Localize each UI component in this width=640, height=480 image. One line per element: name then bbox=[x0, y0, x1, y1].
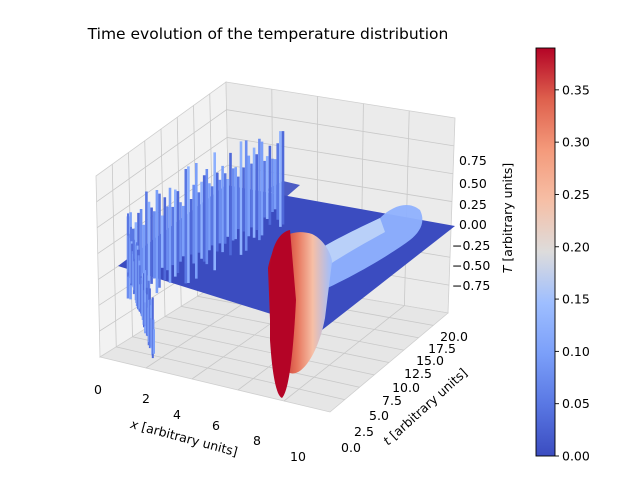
x-axis-label: x [arbitrary units] bbox=[128, 416, 239, 459]
grid-line-z bbox=[96, 109, 455, 203]
colorbar-ticks: 0.00 0.05 0.10 0.15 0.20 0.25 0.30 0.35 bbox=[555, 82, 590, 464]
surface bbox=[118, 131, 455, 398]
colorbar-tick-label: 0.30 bbox=[562, 135, 590, 150]
z-tick-label: 0.25 bbox=[459, 197, 487, 212]
y-tick-label: 0.0 bbox=[341, 440, 361, 455]
y-tick-label: 15.0 bbox=[416, 353, 444, 368]
x-tick-label: 8 bbox=[253, 433, 261, 448]
z-tick-label: 0.75 bbox=[459, 153, 487, 168]
grid-line-t bbox=[176, 117, 404, 351]
chart-title: Time evolution of the temperature distri… bbox=[87, 25, 449, 43]
colorbar: 0.00 0.05 0.10 0.15 0.20 0.25 0.30 0.35 bbox=[535, 47, 590, 464]
colorbar-tick-label: 0.00 bbox=[562, 449, 590, 464]
y-tick-label: 17.5 bbox=[428, 341, 456, 356]
surface-hot-core bbox=[270, 230, 296, 398]
surface-ridge-tail bbox=[300, 204, 423, 300]
y-tick-label: 2.5 bbox=[354, 424, 374, 439]
y-tick-label: 5.0 bbox=[369, 408, 389, 423]
grid-line-x bbox=[283, 110, 410, 402]
z-axis-label: T [arbitrary units] bbox=[500, 163, 515, 274]
x-tick-label: 6 bbox=[212, 418, 220, 433]
z-tick-label: −0.75 bbox=[452, 278, 490, 293]
colorbar-tick-label: 0.25 bbox=[562, 187, 590, 202]
y-tick-label: 12.5 bbox=[404, 366, 432, 381]
x-tick-label: 4 bbox=[173, 407, 181, 422]
colorbar-tick-label: 0.35 bbox=[562, 82, 590, 97]
colorbar-tick-label: 0.05 bbox=[562, 396, 590, 411]
y-tick-label: 10.0 bbox=[392, 380, 420, 395]
z-axis-ticks: 0.75 0.50 0.25 0.00 −0.25 −0.50 −0.75 bbox=[452, 153, 490, 293]
x-tick-label: 2 bbox=[142, 391, 150, 406]
colorbar-tick-label: 0.10 bbox=[562, 344, 590, 359]
z-tick-label: −0.50 bbox=[452, 258, 490, 273]
grid-line-t bbox=[111, 164, 345, 401]
colorbar-tick-label: 0.20 bbox=[562, 239, 590, 254]
x-tick-label: 0 bbox=[94, 382, 102, 397]
colorbar-tick-label: 0.15 bbox=[562, 292, 590, 307]
x-axis-ticks: 0 2 4 6 8 10 bbox=[94, 382, 306, 464]
z-tick-label: 0.00 bbox=[459, 217, 487, 232]
y-axis-ticks: 0.0 2.5 5.0 7.5 10.0 12.5 15.0 17.5 20.0 bbox=[341, 329, 468, 455]
y-tick-label: 7.5 bbox=[382, 393, 402, 408]
z-tick-label: 0.50 bbox=[459, 176, 487, 191]
grid-line-t bbox=[193, 105, 419, 339]
oscillation-spikes bbox=[126, 131, 285, 359]
x-tick-label: 10 bbox=[290, 449, 306, 464]
colorbar-gradient bbox=[535, 47, 556, 457]
grid-line-z bbox=[96, 137, 454, 229]
z-tick-label: −0.25 bbox=[452, 238, 490, 253]
y-tick-label: 20.0 bbox=[440, 329, 468, 344]
